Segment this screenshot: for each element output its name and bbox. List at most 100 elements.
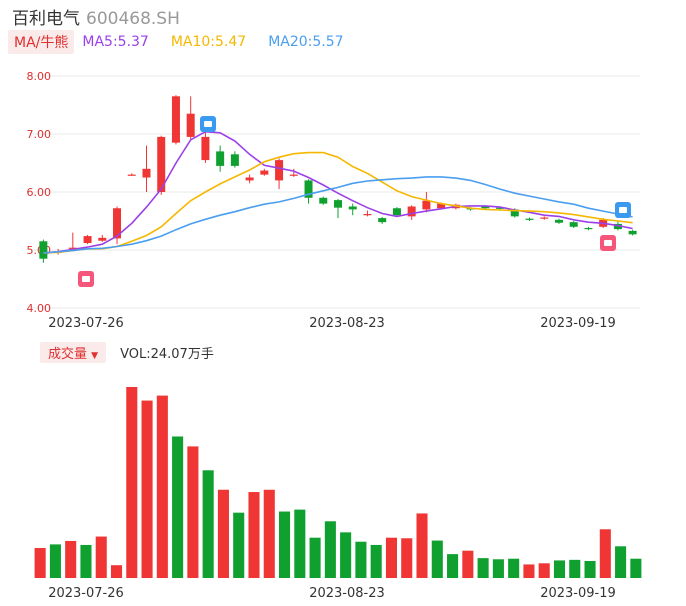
candle	[39, 241, 48, 259]
volume-bar	[126, 387, 138, 578]
volume-bar	[370, 544, 382, 578]
candle	[171, 96, 180, 143]
volume-bar	[49, 544, 61, 578]
candle	[378, 218, 387, 223]
candle	[68, 247, 77, 249]
candle	[127, 174, 136, 176]
x-tick-label: 2023-08-23	[309, 316, 385, 331]
candle	[83, 236, 92, 244]
stock-code: 600468.SH	[86, 9, 180, 29]
ma-legend: MA/牛熊 MA5:5.37 MA10:5.47 MA20:5.57	[8, 30, 366, 54]
volume-bar	[95, 536, 107, 578]
x-tick-label: 2023-09-19	[540, 316, 616, 331]
volume-bar	[569, 559, 581, 578]
candle	[422, 200, 431, 210]
candle	[540, 217, 549, 219]
volume-bar	[553, 560, 566, 578]
candle	[142, 168, 151, 178]
candle	[481, 206, 490, 209]
bull-badge-icon-glyph	[82, 276, 90, 282]
bull-badge-icon-glyph	[604, 240, 612, 246]
volume-bar	[217, 489, 229, 578]
candle	[584, 227, 593, 230]
volume-bar	[477, 558, 489, 578]
x-tick-label: 2023-08-23	[309, 586, 385, 601]
volume-bar	[385, 537, 397, 578]
bear-badge-icon-glyph	[204, 121, 212, 127]
candle	[304, 180, 313, 198]
volume-bar	[492, 559, 504, 578]
volume-bar	[431, 540, 443, 578]
ma10-line	[43, 151, 633, 254]
volume-legend: 成交量 ▼ VOL:24.07万手	[40, 341, 214, 363]
caret-down-icon: ▼	[91, 350, 99, 361]
volume-value: VOL:24.07万手	[120, 346, 214, 362]
ma5-line	[43, 130, 633, 254]
volume-bar	[309, 537, 321, 578]
candle	[113, 208, 122, 239]
stock-title: 百利电气 600468.SH	[12, 4, 180, 29]
bear-badge-icon	[615, 202, 631, 218]
bull-badge-icon	[78, 271, 94, 287]
y-tick-label: 8.00	[27, 70, 52, 83]
volume-bar	[447, 554, 459, 578]
volume-bar	[401, 538, 413, 578]
candle	[289, 174, 298, 176]
volume-bar	[34, 548, 46, 578]
candle	[569, 222, 578, 227]
candle	[392, 208, 401, 216]
volume-indicator-label: 成交量	[48, 346, 88, 362]
volume-bar	[172, 436, 184, 578]
ma20-line	[43, 176, 633, 254]
volume-bar	[248, 492, 260, 578]
volume-bar	[462, 550, 474, 578]
volume-bar	[65, 540, 77, 578]
candle	[363, 214, 372, 216]
candle	[554, 219, 563, 223]
volume-bar	[294, 509, 306, 578]
volume-bar	[110, 565, 123, 578]
volume-bar	[523, 564, 535, 578]
volume-bar	[538, 563, 550, 578]
volume-bar	[584, 561, 596, 578]
candle	[319, 197, 328, 204]
candle	[348, 206, 357, 210]
candle	[407, 206, 416, 217]
volume-bar	[80, 544, 92, 578]
stock-name: 百利电气	[12, 9, 80, 29]
volume-bar	[202, 470, 214, 578]
candle	[628, 230, 637, 235]
candle	[98, 237, 107, 241]
ma5-label: MA5:5.37	[82, 34, 149, 50]
volume-bar	[279, 511, 291, 578]
indicator-selector[interactable]: MA/牛熊	[8, 30, 75, 54]
volume-bar	[340, 532, 352, 578]
candle	[260, 170, 269, 175]
candle	[510, 209, 519, 217]
volume-bar	[599, 529, 611, 578]
candle	[230, 154, 239, 166]
volume-indicator-selector[interactable]: 成交量 ▼	[40, 341, 107, 363]
y-tick-label: 6.00	[27, 186, 52, 199]
x-tick-label: 2023-07-26	[48, 316, 124, 331]
x-tick-label: 2023-09-19	[540, 586, 616, 601]
volume-bar	[355, 541, 367, 578]
volume-bar	[416, 513, 428, 578]
y-tick-label: 4.00	[27, 302, 52, 315]
ma10-label: MA10:5.47	[170, 34, 247, 50]
candle	[201, 136, 210, 161]
volume-bar	[187, 446, 199, 578]
candle	[186, 113, 195, 137]
volume-bar	[630, 558, 642, 578]
y-tick-label: 7.00	[27, 128, 52, 141]
ma20-label: MA20:5.57	[268, 34, 344, 50]
candle	[496, 207, 505, 209]
candle	[613, 223, 622, 230]
bear-badge-icon	[200, 116, 216, 132]
volume-bar	[141, 400, 153, 578]
volume-bar	[156, 395, 168, 578]
candle	[216, 151, 225, 166]
volume-bar	[615, 546, 627, 578]
bull-badge-icon	[600, 235, 616, 251]
